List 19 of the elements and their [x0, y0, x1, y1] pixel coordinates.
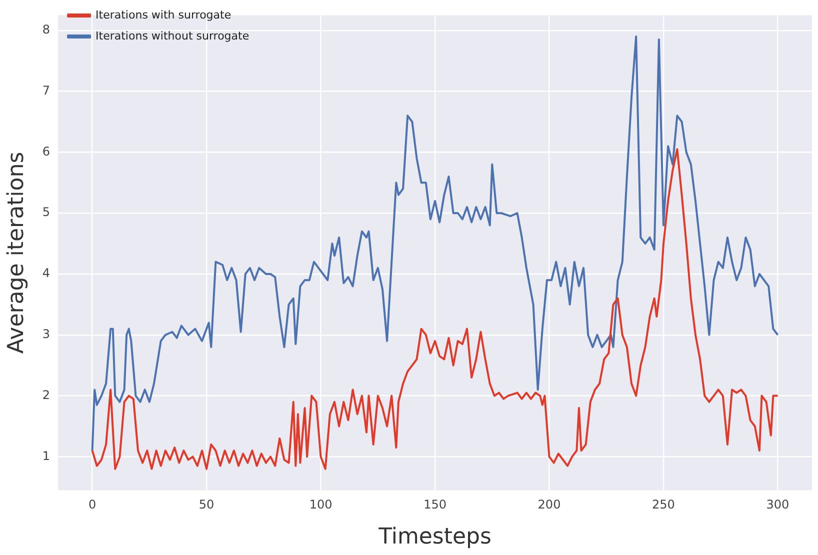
- x-axis-title: Timesteps: [378, 524, 492, 550]
- legend-label: Iterations without surrogate: [96, 29, 250, 42]
- x-tick-label: 50: [198, 498, 214, 512]
- x-tick-label: 300: [766, 498, 790, 512]
- y-tick-label: 1: [42, 448, 50, 463]
- x-tick-label: 250: [652, 498, 675, 512]
- legend-label: Iterations with surrogate: [96, 8, 232, 22]
- y-tick-label: 8: [42, 22, 50, 37]
- y-axis-title: Average iterations: [4, 152, 29, 354]
- x-tick-label: 100: [309, 498, 332, 512]
- y-tick-label: 4: [42, 266, 50, 280]
- y-tick-label: 5: [42, 205, 50, 220]
- x-tick-label: 150: [424, 498, 446, 512]
- y-tick-label: 6: [42, 144, 50, 158]
- y-tick-label: 2: [42, 388, 50, 402]
- y-tick-label: 7: [42, 83, 50, 98]
- x-tick-label: 200: [538, 498, 561, 512]
- y-tick-label: 3: [42, 327, 50, 342]
- x-tick-label: 0: [88, 498, 96, 512]
